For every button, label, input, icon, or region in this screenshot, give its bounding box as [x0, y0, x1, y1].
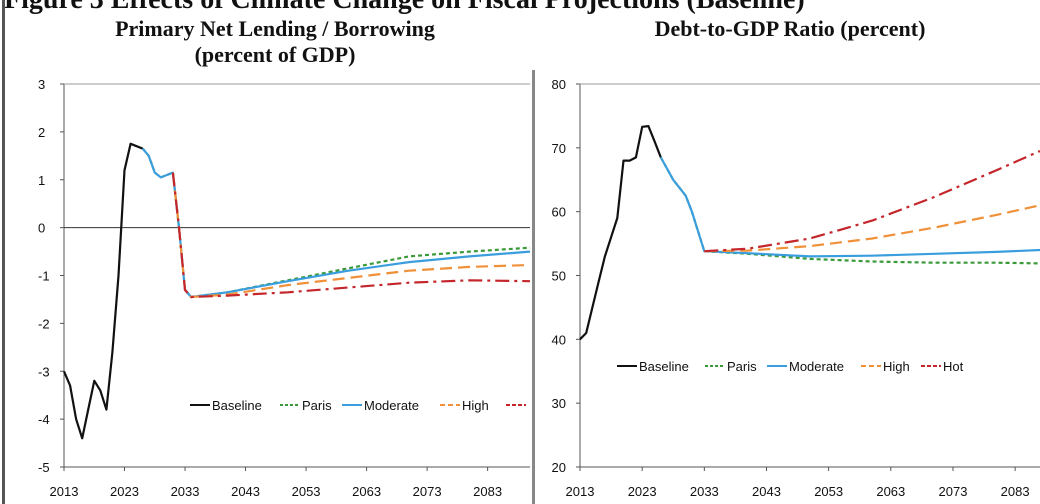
legend-label-high: High: [462, 398, 489, 413]
series-line-high: [171, 172, 531, 299]
y-tick-label: 50: [552, 269, 566, 284]
y-tick-label: 0: [38, 221, 45, 236]
left-chart-title-line1: Primary Net Lending / Borrowing: [115, 16, 435, 41]
legend-label-paris: Paris: [302, 398, 332, 413]
legend-label-baseline: Baseline: [212, 398, 262, 413]
y-tick-label: 20: [552, 460, 566, 475]
series-line-baseline: [579, 125, 662, 341]
x-tick-label: 2033: [690, 484, 719, 499]
y-tick-label: 1: [38, 173, 45, 188]
x-tick-label: 2073: [413, 484, 442, 499]
series-line-hot: [704, 149, 1040, 253]
legend-label-hot: Hot: [943, 359, 964, 374]
series-line-moderate: [659, 156, 1040, 258]
x-tick-label: 2053: [292, 484, 321, 499]
legend-label-high: High: [883, 359, 910, 374]
series-line-hot: [171, 172, 531, 299]
x-tick-label: 2063: [876, 484, 905, 499]
x-tick-label: 2013: [566, 484, 595, 499]
page-edge: [2, 0, 5, 504]
series-line-paris: [141, 147, 531, 299]
y-tick-label: -2: [38, 316, 50, 331]
y-tick-label: 80: [552, 77, 566, 92]
x-tick-label: 2083: [473, 484, 502, 499]
y-tick-label: -1: [38, 269, 50, 284]
series-line-baseline: [62, 142, 144, 440]
x-tick-label: 2023: [110, 484, 139, 499]
legend-label-paris: Paris: [727, 359, 757, 374]
legend-label-moderate: Moderate: [364, 398, 419, 413]
left-chart-title: Primary Net Lending / Borrowing (percent…: [40, 16, 510, 68]
y-tick-label: 40: [552, 332, 566, 347]
x-tick-label: 2073: [939, 484, 968, 499]
y-tick-label: 2: [38, 125, 45, 140]
x-tick-label: 2053: [814, 484, 843, 499]
y-tick-label: 70: [552, 141, 566, 156]
panel-divider: [532, 70, 535, 504]
series-line-high: [704, 204, 1040, 253]
x-tick-label: 2043: [752, 484, 781, 499]
y-tick-label: -4: [38, 412, 50, 427]
legend-label-moderate: Moderate: [789, 359, 844, 374]
series-line-moderate: [141, 147, 531, 299]
right-chart-title: Debt-to-GDP Ratio (percent): [654, 16, 926, 41]
y-tick-label: 30: [552, 396, 566, 411]
x-tick-label: 2023: [628, 484, 657, 499]
y-tick-label: 3: [38, 77, 45, 92]
x-tick-label: 2013: [50, 484, 79, 499]
x-tick-label: 2063: [352, 484, 381, 499]
series-line-paris: [659, 156, 1040, 265]
x-tick-label: 2033: [171, 484, 200, 499]
y-tick-label: -3: [38, 364, 50, 379]
y-tick-label: 60: [552, 205, 566, 220]
legend-label-baseline: Baseline: [639, 359, 689, 374]
x-tick-label: 2083: [1001, 484, 1030, 499]
x-tick-label: 2043: [231, 484, 260, 499]
y-tick-label: -5: [38, 460, 50, 475]
figure-title: Figure 3 Effects of Climate Change on Fi…: [0, 0, 1040, 14]
left-chart-subtitle: (percent of GDP): [194, 42, 356, 67]
